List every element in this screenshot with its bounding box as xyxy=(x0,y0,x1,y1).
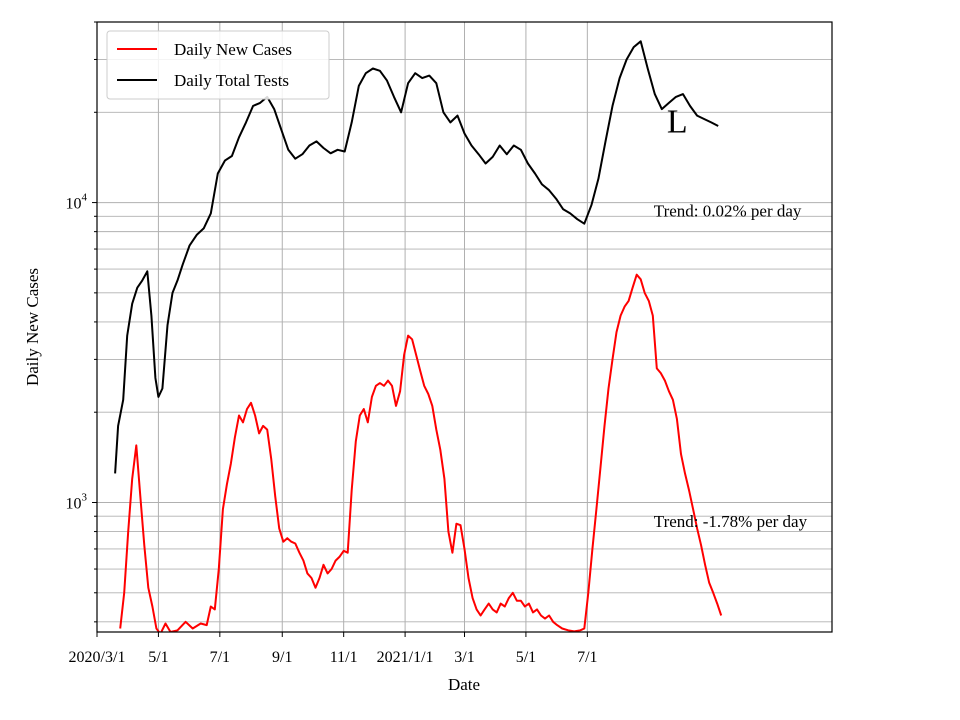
annotations: Trend: 0.02% per day Trend: -1.78% per da… xyxy=(654,103,808,530)
x-tick-label: 11/1 xyxy=(330,649,358,666)
series-line-daily-new-cases xyxy=(119,273,723,632)
legend-label: Daily New Cases xyxy=(174,40,292,59)
y-tick-exponent: 4 xyxy=(82,192,88,204)
x-tick-label: 2021/1/1 xyxy=(377,649,434,666)
x-tick-label: 5/1 xyxy=(148,649,168,666)
trend-annotation: Trend: -1.78% per day xyxy=(654,512,808,531)
legend: Daily New Cases Daily Total Tests xyxy=(106,30,330,100)
x-tick-label: 7/1 xyxy=(577,649,597,666)
y-axis-label: Daily New Cases xyxy=(23,268,42,386)
x-tick-label: 9/1 xyxy=(272,649,292,666)
trend-annotation: Trend: 0.02% per day xyxy=(654,201,802,220)
x-axis-ticks: 2020/3/1 5/1 7/1 9/1 11/1 2021/1/1 3/1 5/1 7/1 xyxy=(69,632,598,666)
series-line-daily-total-tests xyxy=(114,40,719,474)
legend-box xyxy=(106,30,330,100)
x-tick-label: 2020/3/1 xyxy=(69,649,126,666)
grid-lines xyxy=(96,21,832,632)
y-tick-base: 10 xyxy=(66,196,82,213)
y-tick-exponent: 3 xyxy=(82,491,88,503)
y-tick-label: 104 xyxy=(66,192,88,213)
legend-label: Daily Total Tests xyxy=(174,71,289,90)
y-tick-label: 103 xyxy=(66,491,88,512)
x-tick-label: 3/1 xyxy=(454,649,474,666)
x-tick-label: 5/1 xyxy=(516,649,536,666)
corner-mark: L xyxy=(667,103,688,140)
x-tick-label: 7/1 xyxy=(210,649,230,666)
x-axis-label: Date xyxy=(448,675,480,694)
y-tick-base: 10 xyxy=(66,495,82,512)
series-lines xyxy=(114,40,723,632)
